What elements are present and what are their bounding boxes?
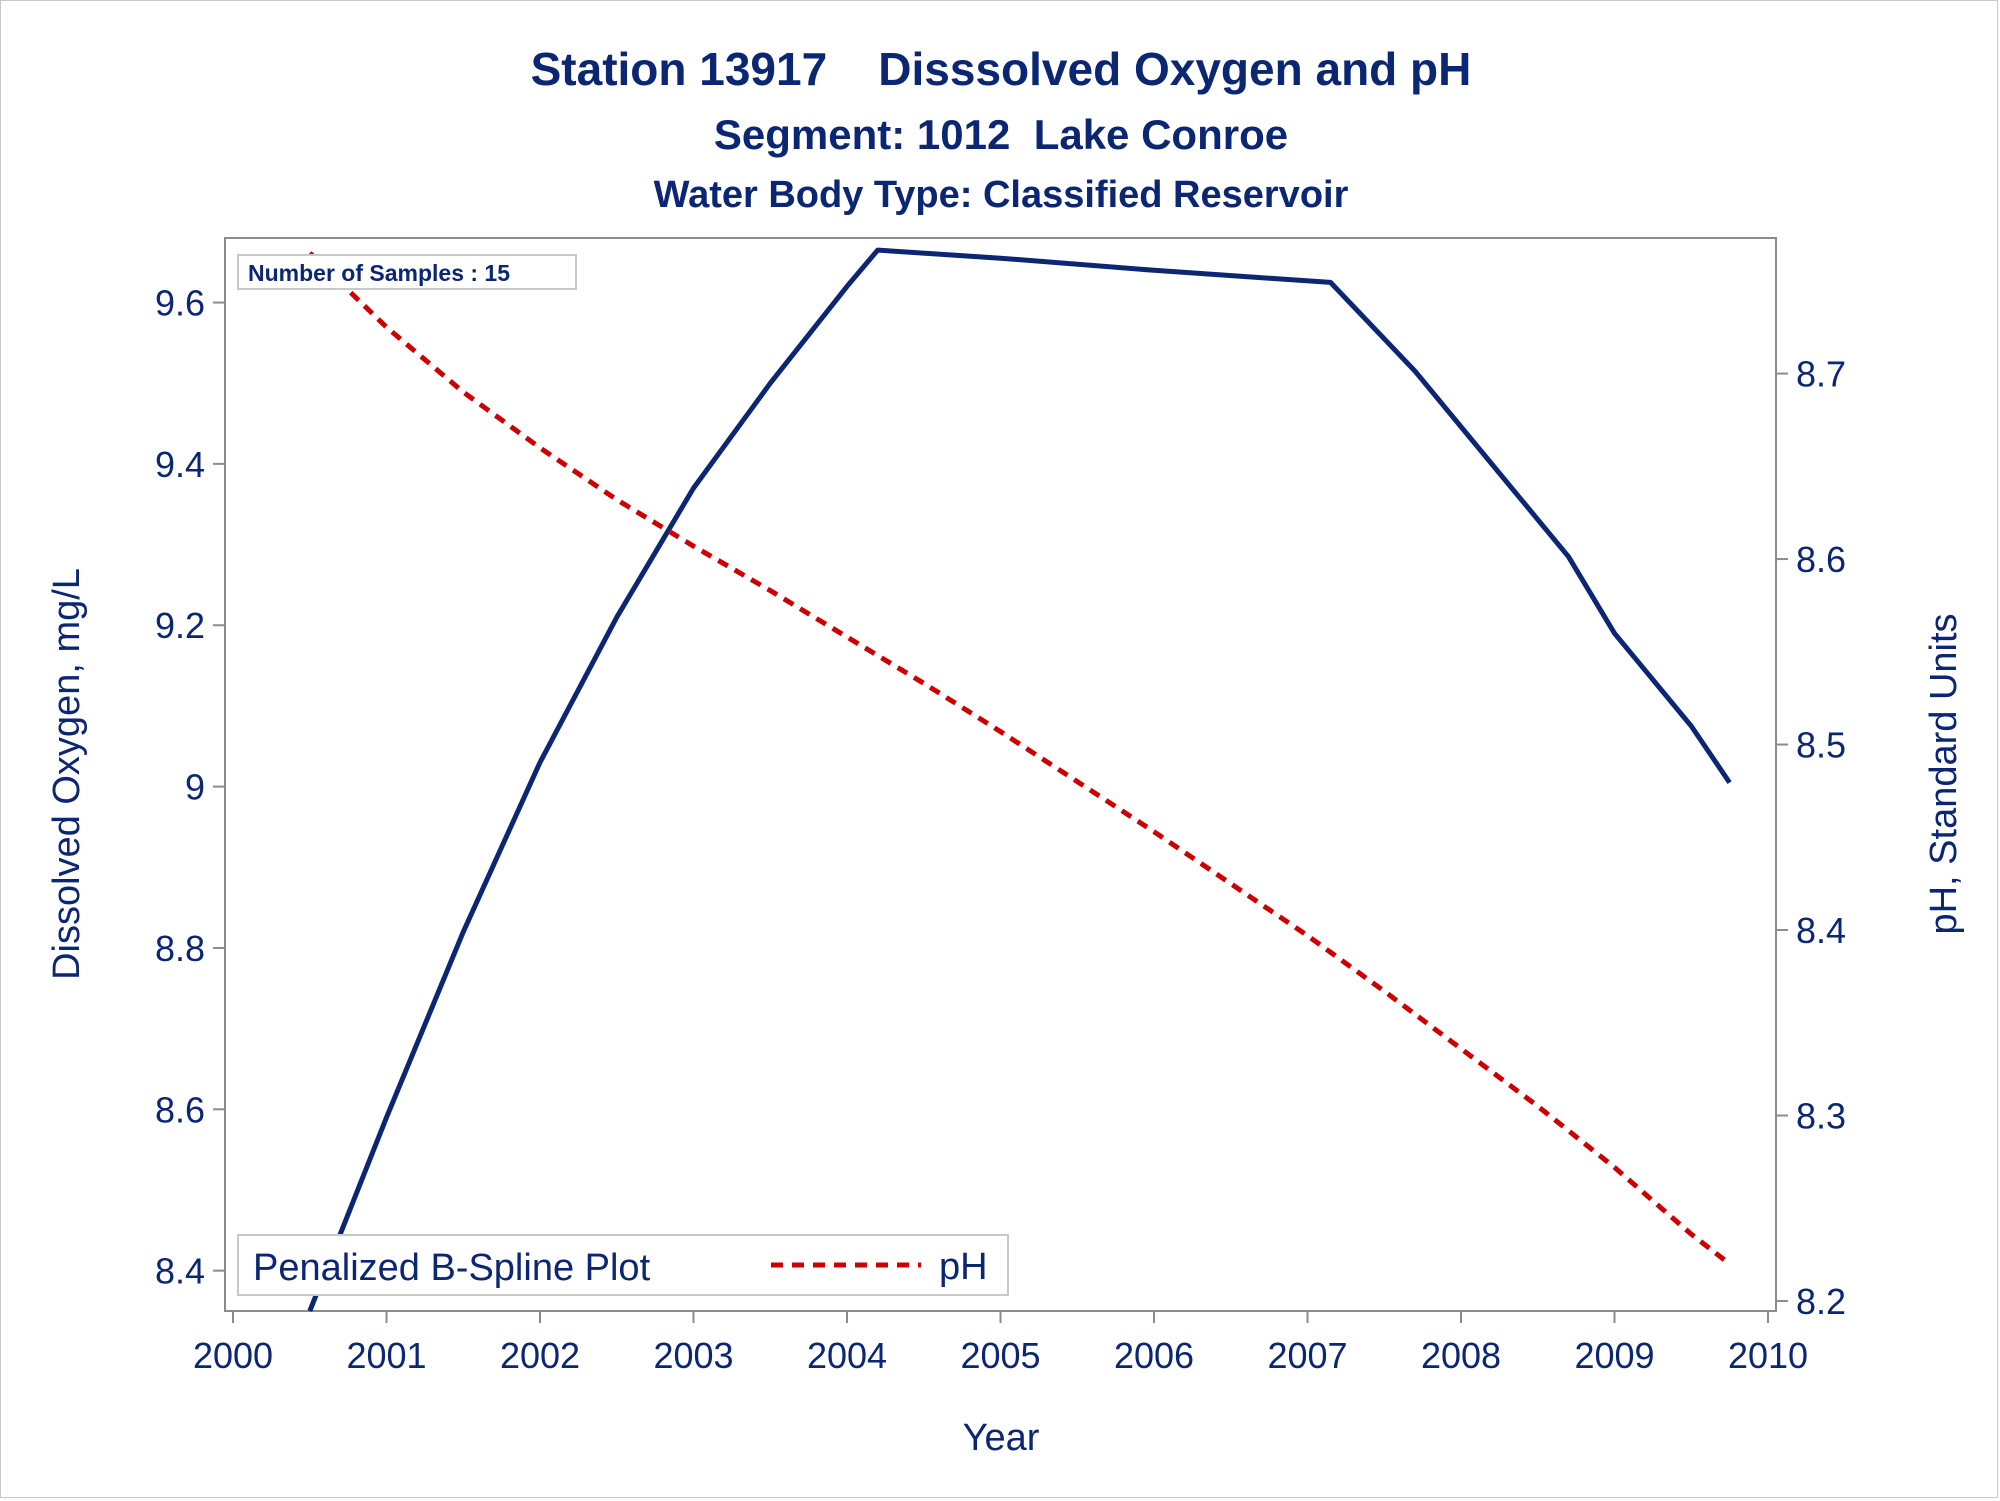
x-tick-label: 2008	[1421, 1335, 1501, 1376]
y2-axis-ticks: 8.2 8.3 8.4 8.5 8.6 8.7	[1776, 354, 1846, 1322]
x-tick-label: 2009	[1574, 1335, 1654, 1376]
x-axis-label: Year	[963, 1417, 1040, 1459]
legend-ph-label: pH	[939, 1246, 988, 1288]
legend: Penalized B-Spline Plot pH	[237, 1234, 1009, 1296]
legend-title: Penalized B-Spline Plot	[253, 1247, 651, 1289]
x-tick-label: 2002	[500, 1335, 580, 1376]
y2-tick-label: 8.7	[1796, 354, 1846, 395]
chart-subtitle: Segment: 1012 Lake Conroe	[714, 111, 1288, 158]
y-tick-label: 8.4	[155, 1251, 205, 1292]
sample-count-box	[237, 254, 577, 290]
x-tick-label: 2004	[807, 1335, 887, 1376]
y2-axis-label: pH, Standard Units	[1923, 613, 1965, 934]
x-tick-label: 2006	[1114, 1335, 1194, 1376]
y-tick-label: 8.8	[155, 928, 205, 969]
x-tick-label: 2003	[653, 1335, 733, 1376]
y2-tick-label: 8.4	[1796, 910, 1846, 951]
y-tick-label: 9.4	[155, 444, 205, 485]
y-axis-ticks: 8.4 8.6 8.8 9 9.2 9.4 9.6	[155, 283, 225, 1292]
x-tick-label: 2005	[960, 1335, 1040, 1376]
ph-series-line	[308, 251, 1732, 1266]
y2-tick-label: 8.5	[1796, 725, 1846, 766]
x-axis-ticks: 2000 2001 2002 2003 2004 2005 2006 2007 2008 2009…	[193, 1311, 1808, 1376]
y-tick-label: 9	[185, 767, 205, 808]
chart-title: Station 13917 Disssolved Oxygen and pH	[531, 43, 1472, 95]
y-tick-label: 8.6	[155, 1089, 205, 1130]
chart-subtitle-2: Water Body Type: Classified Reservoir	[654, 174, 1349, 216]
series-lines	[307, 247, 1732, 1312]
x-tick-label: 2000	[193, 1335, 273, 1376]
y-tick-label: 9.2	[155, 605, 205, 646]
sample-count-label: Number of Samples : 15	[248, 260, 510, 286]
x-tick-label: 2001	[346, 1335, 426, 1376]
y2-tick-label: 8.3	[1796, 1096, 1846, 1137]
y-axis-label: Dissolved Oxygen, mg/L	[46, 568, 88, 980]
y2-tick-label: 8.2	[1796, 1281, 1846, 1322]
y-tick-label: 9.6	[155, 283, 205, 324]
dissolved-oxygen-series-line	[307, 247, 1732, 1312]
x-tick-label: 2007	[1267, 1335, 1347, 1376]
plot-area	[224, 237, 1777, 1312]
y2-tick-label: 8.6	[1796, 539, 1846, 580]
x-tick-label: 2010	[1728, 1335, 1808, 1376]
